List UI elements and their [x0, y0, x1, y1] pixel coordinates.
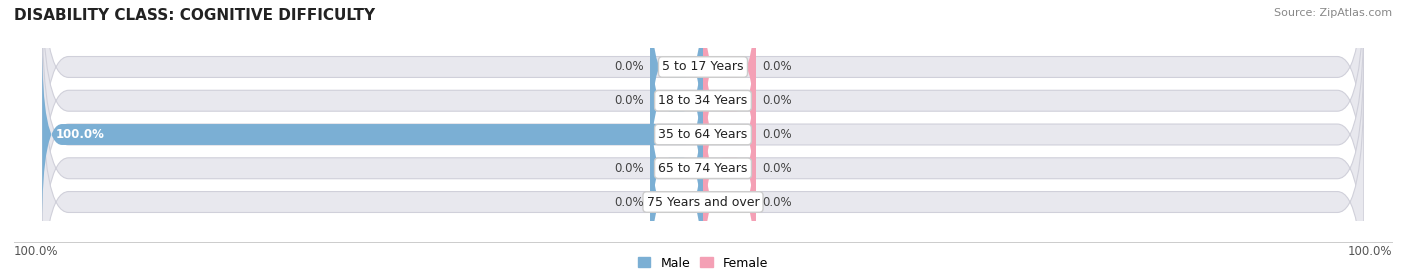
- Text: 0.0%: 0.0%: [762, 61, 792, 73]
- Text: Source: ZipAtlas.com: Source: ZipAtlas.com: [1274, 8, 1392, 18]
- FancyBboxPatch shape: [650, 111, 703, 269]
- Text: 5 to 17 Years: 5 to 17 Years: [662, 61, 744, 73]
- FancyBboxPatch shape: [703, 111, 756, 269]
- Text: 0.0%: 0.0%: [614, 94, 644, 107]
- Text: 18 to 34 Years: 18 to 34 Years: [658, 94, 748, 107]
- Text: 75 Years and over: 75 Years and over: [647, 196, 759, 208]
- FancyBboxPatch shape: [42, 44, 1364, 269]
- FancyBboxPatch shape: [42, 44, 703, 225]
- FancyBboxPatch shape: [42, 0, 1364, 225]
- FancyBboxPatch shape: [650, 10, 703, 192]
- FancyBboxPatch shape: [703, 44, 756, 225]
- Text: 0.0%: 0.0%: [762, 162, 792, 175]
- FancyBboxPatch shape: [650, 0, 703, 158]
- FancyBboxPatch shape: [650, 77, 703, 259]
- Text: 0.0%: 0.0%: [762, 128, 792, 141]
- FancyBboxPatch shape: [703, 0, 756, 158]
- Text: 35 to 64 Years: 35 to 64 Years: [658, 128, 748, 141]
- FancyBboxPatch shape: [42, 0, 1364, 192]
- Text: 0.0%: 0.0%: [614, 162, 644, 175]
- Text: 0.0%: 0.0%: [762, 94, 792, 107]
- FancyBboxPatch shape: [42, 77, 1364, 269]
- Text: 0.0%: 0.0%: [614, 61, 644, 73]
- Text: 0.0%: 0.0%: [762, 196, 792, 208]
- Text: DISABILITY CLASS: COGNITIVE DIFFICULTY: DISABILITY CLASS: COGNITIVE DIFFICULTY: [14, 8, 375, 23]
- Text: 100.0%: 100.0%: [1347, 245, 1392, 258]
- Text: 100.0%: 100.0%: [14, 245, 59, 258]
- FancyBboxPatch shape: [42, 10, 1364, 259]
- Text: 65 to 74 Years: 65 to 74 Years: [658, 162, 748, 175]
- Text: 100.0%: 100.0%: [55, 128, 104, 141]
- Legend: Male, Female: Male, Female: [633, 252, 773, 269]
- FancyBboxPatch shape: [703, 77, 756, 259]
- FancyBboxPatch shape: [703, 10, 756, 192]
- Text: 0.0%: 0.0%: [614, 196, 644, 208]
